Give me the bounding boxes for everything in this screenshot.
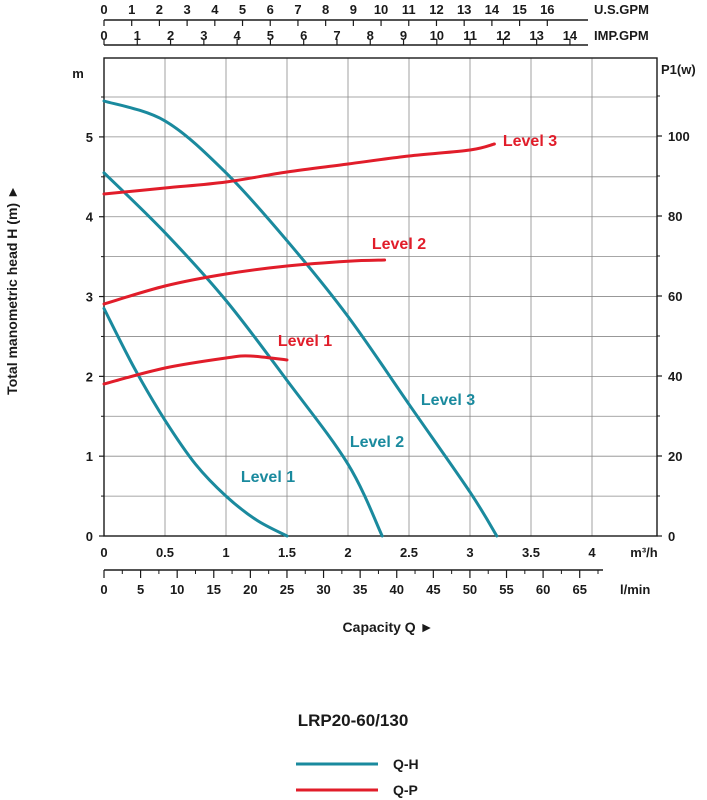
- x-usgpm-tick-label: 7: [294, 2, 301, 17]
- x-usgpm-tick-label: 15: [512, 2, 526, 17]
- labels-layer: Level 1 Level 2 Level 3 Level 1 Level 2 Level…: [241, 133, 557, 798]
- x-lmin-tick-label: 15: [207, 582, 221, 597]
- legend-label-qp: Q-P: [393, 782, 418, 798]
- y-right-tick-label: 40: [668, 369, 682, 384]
- x-impgpm-tick-label: 13: [529, 28, 543, 43]
- legend-label-qh: Q-H: [393, 756, 419, 772]
- x-impgpm-tick-label: 8: [367, 28, 374, 43]
- x-usgpm-tick-label: 8: [322, 2, 329, 17]
- x-usgpm-tick-label: 3: [184, 2, 191, 17]
- x-lmin-tick-label: 10: [170, 582, 184, 597]
- x-impgpm-tick-label: 1: [134, 28, 141, 43]
- x-impgpm-tick-label: 6: [300, 28, 307, 43]
- x-usgpm-tick-label: 9: [350, 2, 357, 17]
- x-usgpm-tick-label: 5: [239, 2, 246, 17]
- x-usgpm-unit: U.S.GPM: [594, 2, 649, 17]
- x-usgpm-tick-label: 4: [211, 2, 219, 17]
- qp-label-level-3: Level 3: [503, 133, 557, 150]
- y-left-tick-label: 5: [86, 130, 93, 145]
- x-m3h-tick-label: 1.5: [278, 545, 296, 560]
- x-lmin-tick-label: 25: [280, 582, 294, 597]
- x-lmin-tick-label: 55: [499, 582, 513, 597]
- x-impgpm-tick-label: 4: [234, 28, 242, 43]
- y-left-tick-label: 4: [86, 210, 94, 225]
- x-lmin-tick-label: 5: [137, 582, 144, 597]
- x-impgpm-tick-label: 7: [333, 28, 340, 43]
- x-usgpm-tick-label: 1: [128, 2, 135, 17]
- x-usgpm-tick-label: 14: [485, 2, 500, 17]
- x-impgpm-tick-label: 9: [400, 28, 407, 43]
- qh-label-level-3: Level 3: [421, 392, 475, 409]
- y-left-unit: m: [72, 66, 84, 81]
- plot-frame: [103, 57, 658, 537]
- x-usgpm-tick-label: 2: [156, 2, 163, 17]
- x-impgpm-tick-label: 0: [100, 28, 107, 43]
- x-impgpm-tick-label: 3: [200, 28, 207, 43]
- qh-label-level-1: Level 1: [241, 469, 295, 486]
- x-lmin-tick-label: 30: [316, 582, 330, 597]
- x-m3h-tick-label: 2: [344, 545, 351, 560]
- x-usgpm-tick-label: 10: [374, 2, 388, 17]
- x-usgpm-tick-label: 12: [429, 2, 443, 17]
- x-lmin-tick-label: 35: [353, 582, 367, 597]
- qp-label-level-2: Level 2: [372, 236, 426, 253]
- y-right-tick-label: 80: [668, 209, 682, 224]
- model-title: LRP20-60/130: [298, 711, 409, 730]
- qh-curve-level-1: [102, 307, 289, 538]
- qp-curve-level-1: [102, 354, 289, 386]
- x-usgpm-tick-label: 6: [267, 2, 274, 17]
- x-impgpm-tick-label: 10: [430, 28, 444, 43]
- y-right-tick-label: 0: [668, 529, 675, 544]
- x-usgpm-tick-label: 11: [402, 2, 416, 17]
- x-lmin-tick-label: 40: [390, 582, 404, 597]
- x-lmin-tick-label: 50: [463, 582, 477, 597]
- x-lmin-tick-label: 45: [426, 582, 440, 597]
- x-lmin-unit: l/min: [620, 582, 650, 597]
- x-usgpm-tick-label: 13: [457, 2, 471, 17]
- qh-curve-level-3: [102, 99, 499, 538]
- x-m3h-tick-label: 4: [588, 545, 596, 560]
- x-lmin-tick-label: 0: [100, 582, 107, 597]
- y-right-tick-label: 100: [668, 129, 690, 144]
- x-m3h-unit: m³/h: [630, 545, 658, 560]
- y-right-tick-label: 60: [668, 289, 682, 304]
- x-usgpm-tick-label: 16: [540, 2, 554, 17]
- x-m3h-tick-label: 1: [222, 545, 229, 560]
- x-lmin-tick-label: 65: [572, 582, 586, 597]
- x-m3h-tick-label: 2.5: [400, 545, 418, 560]
- y-left-tick-label: 0: [86, 529, 93, 544]
- qh-curve-level-2: [102, 171, 384, 538]
- x-impgpm-tick-label: 2: [167, 28, 174, 43]
- x-impgpm-tick-label: 14: [563, 28, 578, 43]
- x-m3h-tick-label: 3.5: [522, 545, 540, 560]
- qh-label-level-2: Level 2: [350, 434, 404, 451]
- y-left-tick-label: 3: [86, 290, 93, 305]
- x-impgpm-tick-label: 12: [496, 28, 510, 43]
- curves-layer: [102, 99, 499, 538]
- y-right-unit: P1(w): [661, 62, 696, 77]
- y-left-tick-label: 1: [86, 449, 93, 464]
- x-lmin-tick-label: 60: [536, 582, 550, 597]
- x-axis-title: Capacity Q ►: [343, 619, 434, 635]
- y-right-tick-label: 20: [668, 449, 682, 464]
- x-impgpm-tick-label: 11: [463, 28, 477, 43]
- x-m3h-tick-label: 0.5: [156, 545, 174, 560]
- qp-label-level-1: Level 1: [278, 333, 332, 350]
- y-left-tick-label: 2: [86, 369, 93, 384]
- x-lmin-tick-label: 20: [243, 582, 257, 597]
- x-impgpm-tick-label: 5: [267, 28, 274, 43]
- qp-curve-level-2: [102, 258, 387, 306]
- x-usgpm-tick-label: 0: [100, 2, 107, 17]
- qp-curve-level-3: [102, 142, 496, 196]
- x-m3h-tick-label: 0: [100, 545, 107, 560]
- x-impgpm-unit: IMP.GPM: [594, 28, 649, 43]
- grid-layer: [104, 58, 657, 536]
- y-left-axis-title: Total manometric head H (m) ►: [4, 185, 20, 395]
- x-m3h-tick-label: 3: [466, 545, 473, 560]
